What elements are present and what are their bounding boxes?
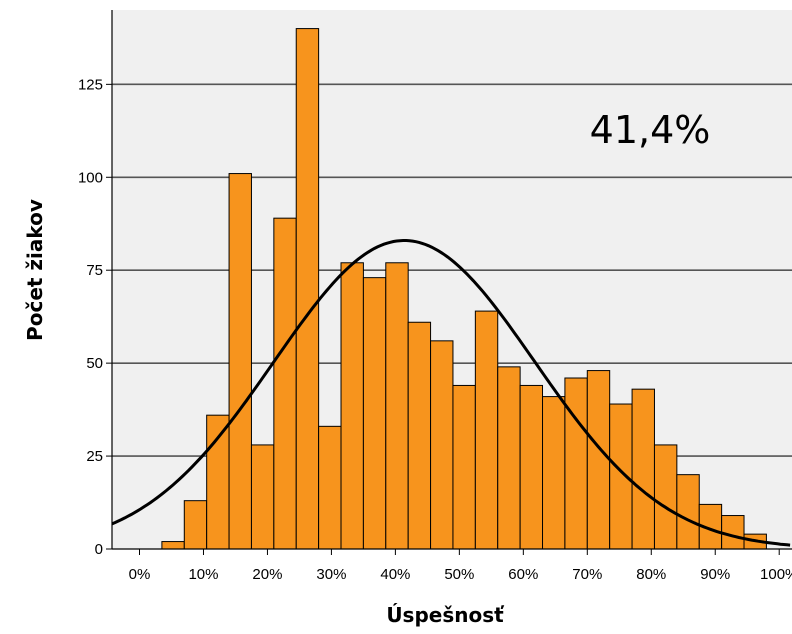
histogram-bar [183, 500, 208, 550]
x-axis-title: Úspešnosť [386, 603, 505, 627]
histogram-bar [407, 321, 432, 550]
histogram-bar [676, 474, 700, 550]
axes [111, 10, 792, 550]
x-tick-label: 100% [760, 566, 792, 583]
histogram-bar [519, 384, 544, 550]
histogram-bar [721, 515, 745, 550]
x-tick-label: 30% [316, 566, 346, 583]
histogram-bar [586, 370, 611, 550]
x-tick-label: 20% [252, 566, 282, 583]
x-tick-label: 60% [508, 566, 538, 583]
x-tick-label: 90% [700, 566, 730, 583]
y-tick-label: 25 [86, 448, 103, 465]
histogram-bar [250, 444, 275, 550]
histogram-bar [542, 396, 566, 550]
histogram-bar [497, 366, 521, 550]
y-tick-label: 125 [78, 76, 103, 93]
y-axis-title: Počet žiakov [23, 199, 47, 341]
x-axis-ticks: 0% 10% 20% 30% 40% 50% 60% 70% 80% 90% 100% [129, 549, 792, 583]
x-tick-label: 40% [380, 566, 410, 583]
y-tick-label: 50 [86, 355, 103, 372]
x-tick-label: 80% [636, 566, 666, 583]
mean-annotation: 41,4% [590, 108, 711, 152]
histogram-bar [295, 28, 320, 550]
y-tick-label: 0 [95, 541, 103, 558]
histogram-bar [385, 262, 409, 550]
histogram-bar [161, 541, 185, 550]
histogram-bar [653, 444, 678, 550]
histogram-bar [273, 217, 297, 550]
histogram-bar [318, 425, 342, 550]
histogram-bar [474, 310, 499, 550]
histogram-bar [206, 414, 230, 550]
histogram-bar [564, 377, 588, 550]
x-tick-label: 50% [444, 566, 474, 583]
histogram-bar [362, 277, 387, 550]
normal-curve [111, 239, 791, 547]
y-tick-label: 100 [78, 169, 103, 186]
histogram-bar [452, 384, 476, 550]
histogram-bar [340, 262, 364, 550]
y-tick-label: 75 [86, 262, 103, 279]
x-tick-label: 0% [129, 566, 151, 583]
histogram-bar [631, 388, 655, 550]
x-tick-label: 70% [572, 566, 602, 583]
x-tick-label: 10% [188, 566, 218, 583]
histogram-bar [609, 403, 633, 550]
y-axis-ticks: 0 25 50 75 100 125 [78, 76, 112, 558]
histogram-bar [430, 340, 454, 550]
histogram-bars [161, 28, 767, 550]
histogram-bar [228, 173, 252, 550]
